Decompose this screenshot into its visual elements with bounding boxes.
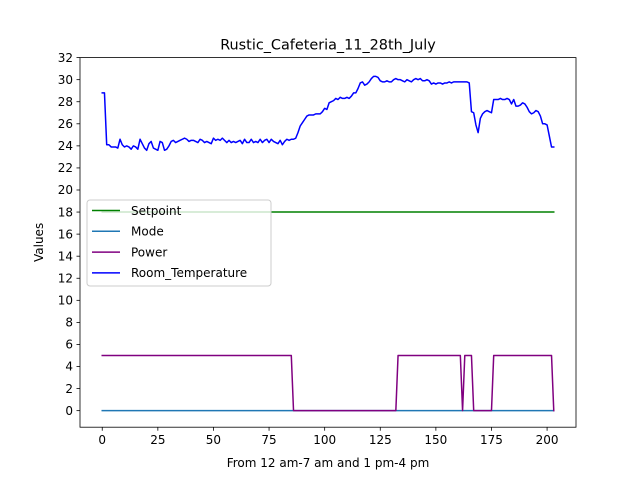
y-tick-label: 2 — [65, 382, 73, 396]
x-tick-label: 25 — [150, 433, 165, 447]
y-tick-label: 26 — [58, 117, 73, 131]
y-tick-label: 4 — [65, 360, 73, 374]
legend: Setpoint Mode Power Room_Temperature — [86, 199, 272, 287]
y-tick-label: 24 — [58, 139, 73, 153]
y-tick-label: 8 — [65, 316, 73, 330]
y-tick-label: 32 — [58, 51, 73, 65]
x-tick-label: 100 — [313, 433, 336, 447]
y-tick-label: 30 — [58, 73, 73, 87]
x-tick-label: 125 — [369, 433, 392, 447]
y-tick-label: 20 — [58, 183, 73, 197]
y-tick-label: 28 — [58, 95, 73, 109]
x-tick-label: 200 — [536, 433, 559, 447]
y-tick-label: 0 — [65, 404, 73, 418]
x-axis-label: From 12 am-7 am and 1 pm-4 pm — [227, 456, 430, 470]
y-tick-label: 22 — [58, 161, 73, 175]
y-axis-label: Values — [32, 223, 46, 262]
x-tick-label: 50 — [206, 433, 221, 447]
y-tick-label: 10 — [58, 294, 73, 308]
y-tick-label: 12 — [58, 271, 73, 285]
y-tick-label: 16 — [58, 227, 73, 241]
legend-label-setpoint: Setpoint — [131, 204, 182, 218]
x-tick-label: 0 — [98, 433, 106, 447]
x-tick-label: 75 — [261, 433, 276, 447]
y-tick-label: 18 — [58, 205, 73, 219]
plot-frame — [79, 57, 577, 428]
legend-label-power: Power — [131, 245, 167, 259]
y-tick-label: 6 — [65, 338, 73, 352]
x-tick-label: 175 — [480, 433, 503, 447]
legend-box — [86, 199, 272, 287]
legend-label-mode: Mode — [131, 225, 164, 239]
legend-label-room-temperature: Room_Temperature — [131, 266, 247, 280]
y-tick-label: 14 — [58, 249, 73, 263]
x-axis-ticks: 0 25 50 75 100 125 150 175 200 — [98, 427, 559, 447]
series-line-room-temperature — [101, 75, 555, 152]
series-line-power — [101, 354, 555, 412]
chart-title: Rustic_Cafeteria_11_28th_July — [220, 38, 436, 54]
x-tick-label: 150 — [424, 433, 447, 447]
